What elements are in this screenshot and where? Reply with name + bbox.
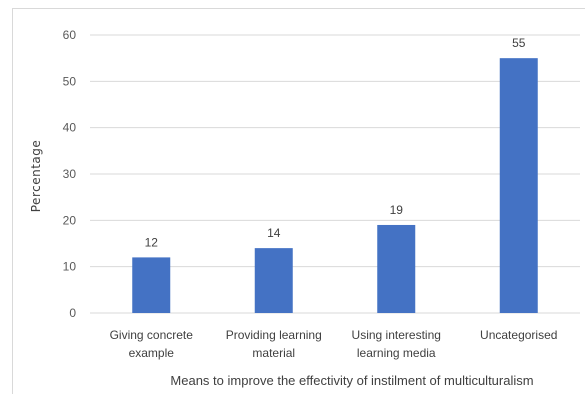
frame-left-border [12,8,13,394]
x-axis-category-labels: Giving concrete example Providing learning… [110,328,558,360]
category-label: Uncategorised [480,328,557,342]
category-label: Using interesting learning media [352,328,441,360]
category-label-line: example [129,346,175,360]
category-label-line: Giving concrete [110,328,194,342]
bars [132,58,538,313]
gridlines [90,34,580,314]
category-label: Providing learning material [226,328,322,360]
y-tick-label: 60 [63,28,77,42]
frame-top-border [12,8,585,9]
y-tick-label: 0 [69,306,76,320]
y-tick-label: 50 [63,74,77,88]
y-tick-label: 20 [63,213,77,227]
category-label-line: Using interesting [352,328,441,342]
category-label-line: Providing learning [226,328,322,342]
category-label-line: material [252,346,295,360]
category-label-line: Uncategorised [480,328,557,342]
y-tick-label: 30 [63,167,77,181]
bar [377,224,416,313]
y-tick-label: 40 [63,121,77,135]
bar [254,248,293,313]
y-axis-title: Percentage [29,140,43,213]
y-tick-label: 10 [63,260,77,274]
category-label-line: learning media [357,346,436,360]
x-axis-title: Means to improve the effectivity of inst… [170,373,533,388]
category-label: Giving concrete example [110,328,194,360]
data-labels: 12 14 19 55 [145,36,526,249]
data-label: 14 [267,226,281,240]
bar [132,257,171,313]
bar [499,58,538,313]
data-label: 19 [390,203,404,217]
y-axis-ticks: 0 10 20 30 40 50 60 [63,28,77,320]
data-label: 55 [512,36,526,50]
data-label: 12 [145,235,159,249]
